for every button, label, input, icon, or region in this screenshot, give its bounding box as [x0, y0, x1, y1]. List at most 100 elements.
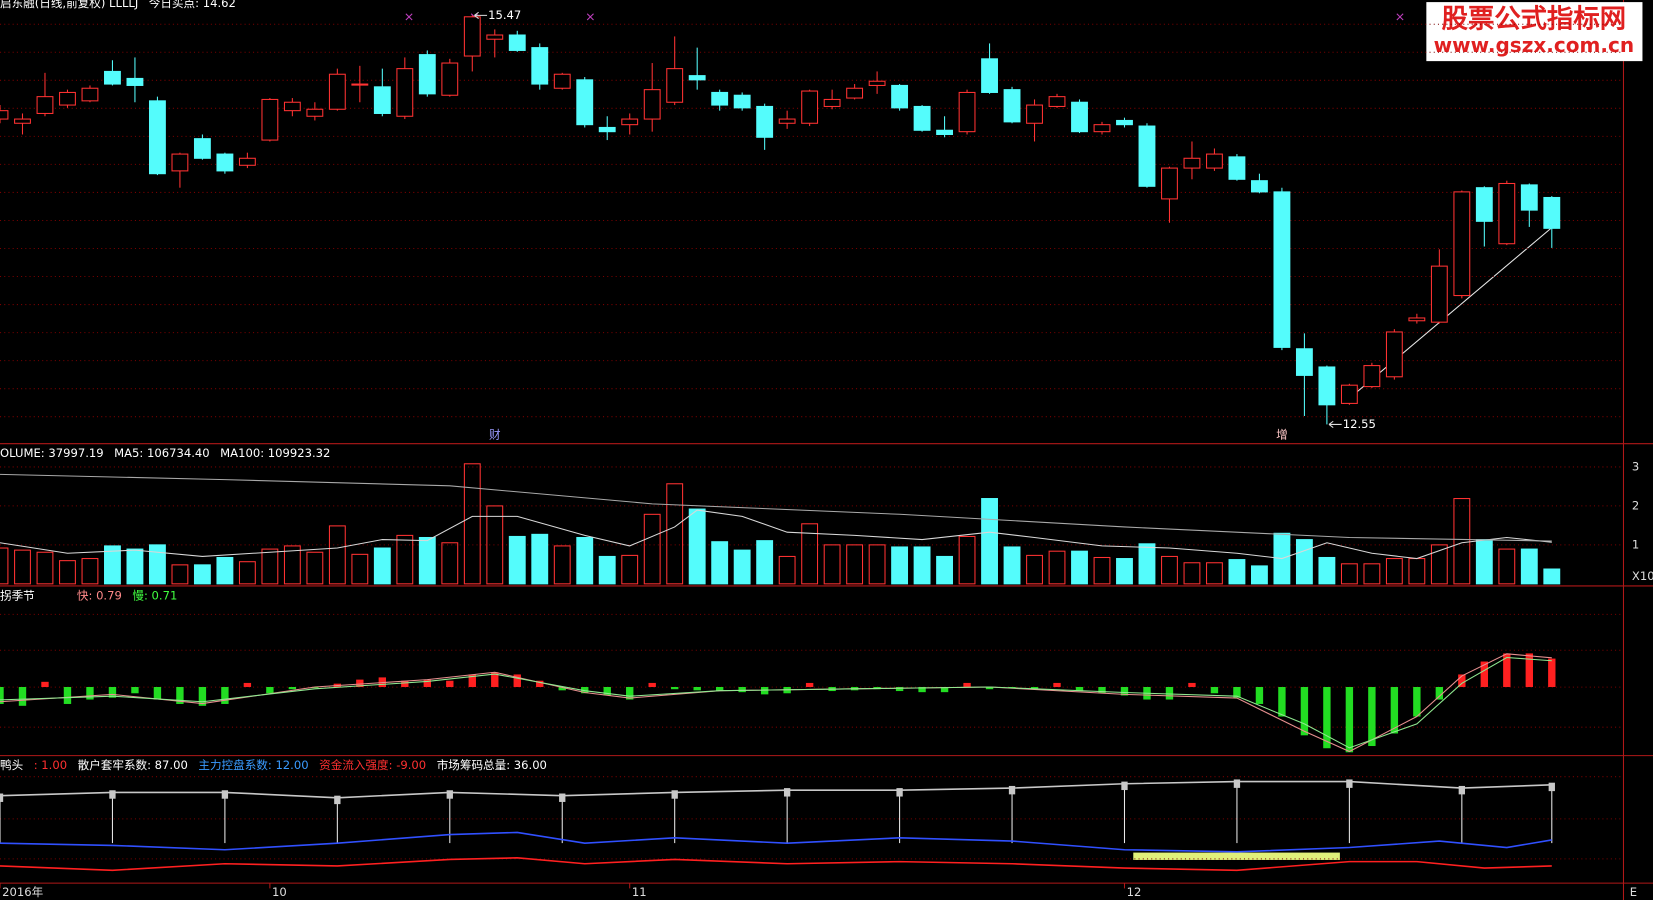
- histogram-bar: [1368, 686, 1376, 747]
- candle-body: [733, 94, 751, 109]
- candle-body: [1498, 182, 1516, 245]
- histogram-bar: [1233, 686, 1241, 698]
- histogram-bar: [558, 686, 566, 691]
- stick-cap: [1346, 779, 1353, 788]
- histogram-bar: [963, 682, 971, 687]
- histogram-bar: [491, 672, 499, 687]
- histogram-bar: [1278, 686, 1286, 717]
- candle-body: [0, 110, 9, 120]
- histogram-bar: [63, 686, 72, 704]
- histogram-bar: [895, 686, 904, 692]
- volume-bar: [441, 542, 459, 585]
- volume-bar: [1138, 543, 1156, 585]
- volume-bar: [14, 549, 31, 585]
- line: [0, 509, 1552, 560]
- histogram-bar: [423, 679, 431, 687]
- panel-header: OLUME: 37997.19 MA5: 106734.40 MA100: 1099…: [0, 446, 330, 460]
- histogram-bar: [1390, 686, 1399, 734]
- volume-bar: [396, 534, 414, 585]
- header-item: 市场筹码总量: 36.00: [437, 758, 547, 772]
- candle-body: [238, 157, 256, 166]
- cross: [586, 13, 594, 21]
- volume-bar: [1453, 498, 1471, 585]
- histogram-bar: [513, 674, 521, 687]
- candle-body: [981, 58, 998, 93]
- histogram-bar: [131, 686, 139, 694]
- y-tick-label: 1: [1632, 537, 1639, 551]
- line: [0, 831, 1552, 853]
- stick-cap: [783, 788, 791, 797]
- cross: [1396, 13, 1404, 21]
- histogram-bar: [401, 680, 409, 687]
- highlight-band: [1133, 852, 1340, 860]
- stick-cap: [0, 793, 4, 802]
- volume-bar: [1318, 556, 1336, 585]
- panel-header: 鸭头: 1.00 散户套牢系数: 87.00 主力控盘系数: 12.00 资金流入强度…: [0, 758, 547, 772]
- candle-body: [441, 62, 459, 96]
- candle-body: [868, 80, 886, 86]
- candle-body: [1093, 124, 1111, 133]
- histogram-bar: [86, 686, 94, 700]
- candle-body: [306, 108, 324, 117]
- candle-body: [1543, 196, 1561, 229]
- volume-bar: [171, 564, 189, 585]
- volume-bar: [958, 535, 976, 585]
- histogram-bar: [1098, 686, 1106, 694]
- volume-bar: [1183, 562, 1201, 585]
- candle-body: [328, 73, 346, 110]
- histogram-bar: [41, 681, 49, 687]
- candle-body: [801, 90, 819, 124]
- histogram-bar: [1300, 686, 1309, 736]
- histogram-bar: [1030, 686, 1039, 690]
- histogram-bar: [288, 686, 297, 690]
- volume-bar: [418, 536, 436, 585]
- candle-body: [1363, 365, 1381, 388]
- volume-bar: [1206, 562, 1223, 585]
- histogram-bar: [693, 686, 701, 691]
- candle-body: [193, 138, 211, 159]
- stick-cap: [109, 790, 116, 799]
- stick-cap: [896, 788, 903, 797]
- candle-body: [463, 16, 481, 57]
- stick-cap: [334, 795, 341, 805]
- candle-body: [1475, 187, 1493, 222]
- candle-body: [261, 98, 279, 141]
- header-item: 快: 0.79: [77, 588, 122, 602]
- histogram-bar: [1458, 674, 1466, 687]
- histogram-bar: [1323, 686, 1331, 749]
- candle-body: [1385, 331, 1403, 378]
- candle-body: [958, 91, 976, 133]
- volume-bar: [891, 546, 909, 585]
- histogram-bar: [243, 682, 252, 687]
- annotation: 15.47: [488, 8, 521, 22]
- signal-crosses: [405, 13, 1404, 21]
- histogram-bar: [18, 686, 27, 706]
- histogram-bar: [1165, 686, 1174, 700]
- volume-bar: [328, 525, 346, 585]
- y-tick-label: 3: [1632, 459, 1639, 473]
- volume-bar: [1475, 539, 1493, 585]
- header-item: 主力控盘系数: 12.00: [198, 758, 308, 772]
- line: [0, 780, 1552, 799]
- volume-bar: [193, 564, 211, 585]
- volume-bar: [1363, 563, 1381, 585]
- candle-body: [148, 100, 166, 175]
- volume-bar: [1161, 555, 1178, 585]
- header-item: 鸭头: [0, 758, 23, 772]
- x-tick-label: 10: [272, 885, 287, 899]
- watermark-box: [1426, 2, 1643, 62]
- volume-bar: [1116, 558, 1133, 585]
- volume-bar: [1048, 550, 1066, 585]
- candle-body: [1340, 384, 1358, 404]
- panel-header: 启东融(日线,前复权) LLLLJ 今日买点: 14.62: [0, 0, 236, 10]
- candle-body: [1295, 348, 1313, 376]
- candle-body: [351, 83, 369, 86]
- volume-bar: [216, 556, 234, 585]
- histogram-bar: [1210, 686, 1219, 694]
- candle-body: [283, 101, 301, 112]
- x-axis-end: E: [1630, 885, 1637, 899]
- candle-body: [1026, 104, 1043, 124]
- histogram-bar: [1188, 682, 1196, 687]
